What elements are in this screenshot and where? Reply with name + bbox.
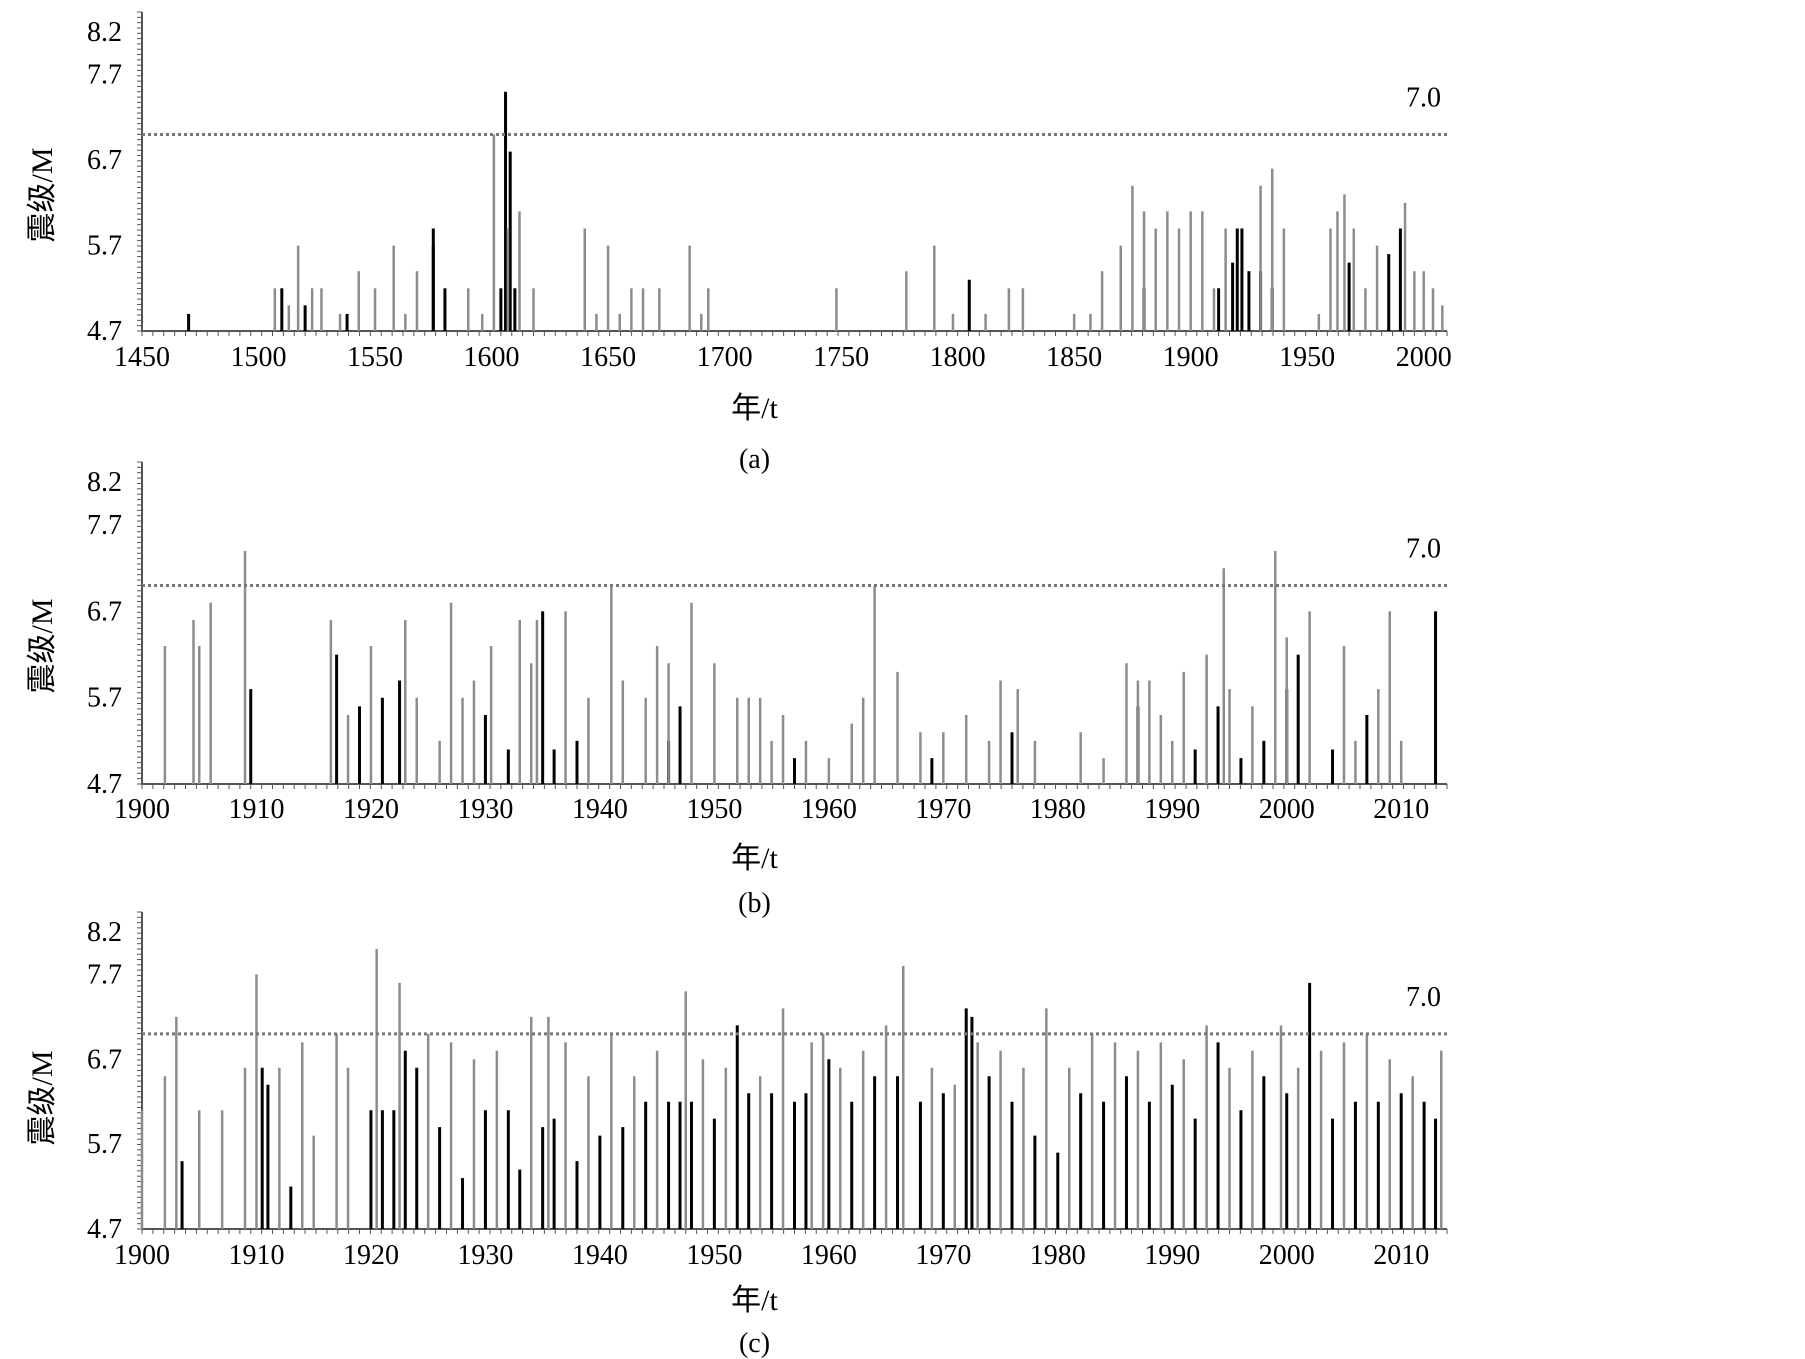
x-tick-label: 1900 bbox=[114, 794, 170, 825]
x-axis-label: 年/t bbox=[731, 842, 778, 875]
y-tick-label: 8.2 bbox=[87, 917, 122, 948]
x-tick-label: 1550 bbox=[347, 342, 403, 373]
x-tick-label: 1910 bbox=[228, 1240, 284, 1271]
y-tick-label: 7.7 bbox=[87, 510, 122, 541]
x-tick-label: 2010 bbox=[1373, 1240, 1429, 1271]
threshold-label: 7.0 bbox=[1406, 83, 1441, 114]
x-tick-label: 1750 bbox=[813, 342, 869, 373]
y-tick-label: 8.2 bbox=[87, 467, 122, 498]
y-tick-label: 4.7 bbox=[87, 1214, 122, 1245]
x-tick-label: 1700 bbox=[697, 342, 753, 373]
threshold-label: 7.0 bbox=[1406, 534, 1441, 565]
x-tick-label: 1960 bbox=[801, 794, 857, 825]
y-tick-label: 6.7 bbox=[87, 596, 122, 627]
x-tick-label: 1990 bbox=[1144, 1240, 1200, 1271]
y-tick-label: 4.7 bbox=[87, 316, 122, 347]
x-tick-label: 1950 bbox=[686, 1240, 742, 1271]
x-tick-label: 1950 bbox=[1279, 342, 1335, 373]
chart-panel-3: 1900 1910 1920 1930 1940 1950 1960 1970 1980 1990… bbox=[26, 911, 1448, 1359]
x-tick-label: 1940 bbox=[572, 794, 628, 825]
panel-caption: (c) bbox=[739, 1328, 770, 1359]
y-axis-label: 震级/M bbox=[26, 147, 59, 242]
chart-panel-1: 1450 1500 1550 1600 1650 1700 1750 1800 1850 1900… bbox=[26, 11, 1452, 475]
x-tick-label: 1980 bbox=[1030, 794, 1086, 825]
x-tick-label: 1970 bbox=[915, 794, 971, 825]
threshold-label: 7.0 bbox=[1406, 982, 1441, 1013]
x-tick-label: 1850 bbox=[1046, 342, 1102, 373]
x-tick-label: 1920 bbox=[343, 1240, 399, 1271]
x-tick-label: 1960 bbox=[801, 1240, 857, 1271]
y-axis-label: 震级/M bbox=[26, 1050, 59, 1145]
x-tick-label: 1940 bbox=[572, 1240, 628, 1271]
x-tick-label: 1990 bbox=[1144, 794, 1200, 825]
y-axis-label: 震级/M bbox=[26, 598, 59, 693]
x-axis-label: 年/t bbox=[731, 1284, 778, 1317]
chart-panel-2: 1900 1910 1920 1930 1940 1950 1960 1970 1980 1990… bbox=[26, 461, 1448, 919]
x-tick-label: 1450 bbox=[114, 342, 170, 373]
y-tick-label: 6.7 bbox=[87, 145, 122, 176]
y-tick-label: 4.7 bbox=[87, 769, 122, 800]
y-tick-label: 7.7 bbox=[87, 959, 122, 990]
x-tick-label: 2000 bbox=[1396, 342, 1452, 373]
y-tick-label: 7.7 bbox=[87, 60, 122, 91]
panel-caption: (a) bbox=[739, 444, 770, 475]
x-tick-label: 2000 bbox=[1259, 794, 1315, 825]
x-tick-label: 1900 bbox=[114, 1240, 170, 1271]
x-tick-label: 1500 bbox=[231, 342, 287, 373]
y-tick-label: 5.7 bbox=[87, 1129, 122, 1160]
x-tick-label: 1920 bbox=[343, 794, 399, 825]
x-tick-label: 2010 bbox=[1373, 794, 1429, 825]
x-axis-label: 年/t bbox=[731, 392, 778, 425]
y-tick-label: 5.7 bbox=[87, 683, 122, 714]
x-tick-label: 1980 bbox=[1030, 1240, 1086, 1271]
x-tick-label: 1970 bbox=[915, 1240, 971, 1271]
y-tick-label: 6.7 bbox=[87, 1044, 122, 1075]
x-tick-label: 1930 bbox=[457, 794, 513, 825]
y-tick-label: 5.7 bbox=[87, 231, 122, 262]
panel-caption: (b) bbox=[738, 888, 771, 919]
x-tick-label: 1650 bbox=[580, 342, 636, 373]
x-tick-label: 1930 bbox=[457, 1240, 513, 1271]
x-tick-label: 2000 bbox=[1259, 1240, 1315, 1271]
x-tick-label: 1800 bbox=[930, 342, 986, 373]
x-tick-label: 1900 bbox=[1163, 342, 1219, 373]
x-tick-label: 1600 bbox=[464, 342, 520, 373]
x-tick-label: 1910 bbox=[228, 794, 284, 825]
x-tick-label: 1950 bbox=[686, 794, 742, 825]
y-tick-label: 8.2 bbox=[87, 17, 122, 48]
